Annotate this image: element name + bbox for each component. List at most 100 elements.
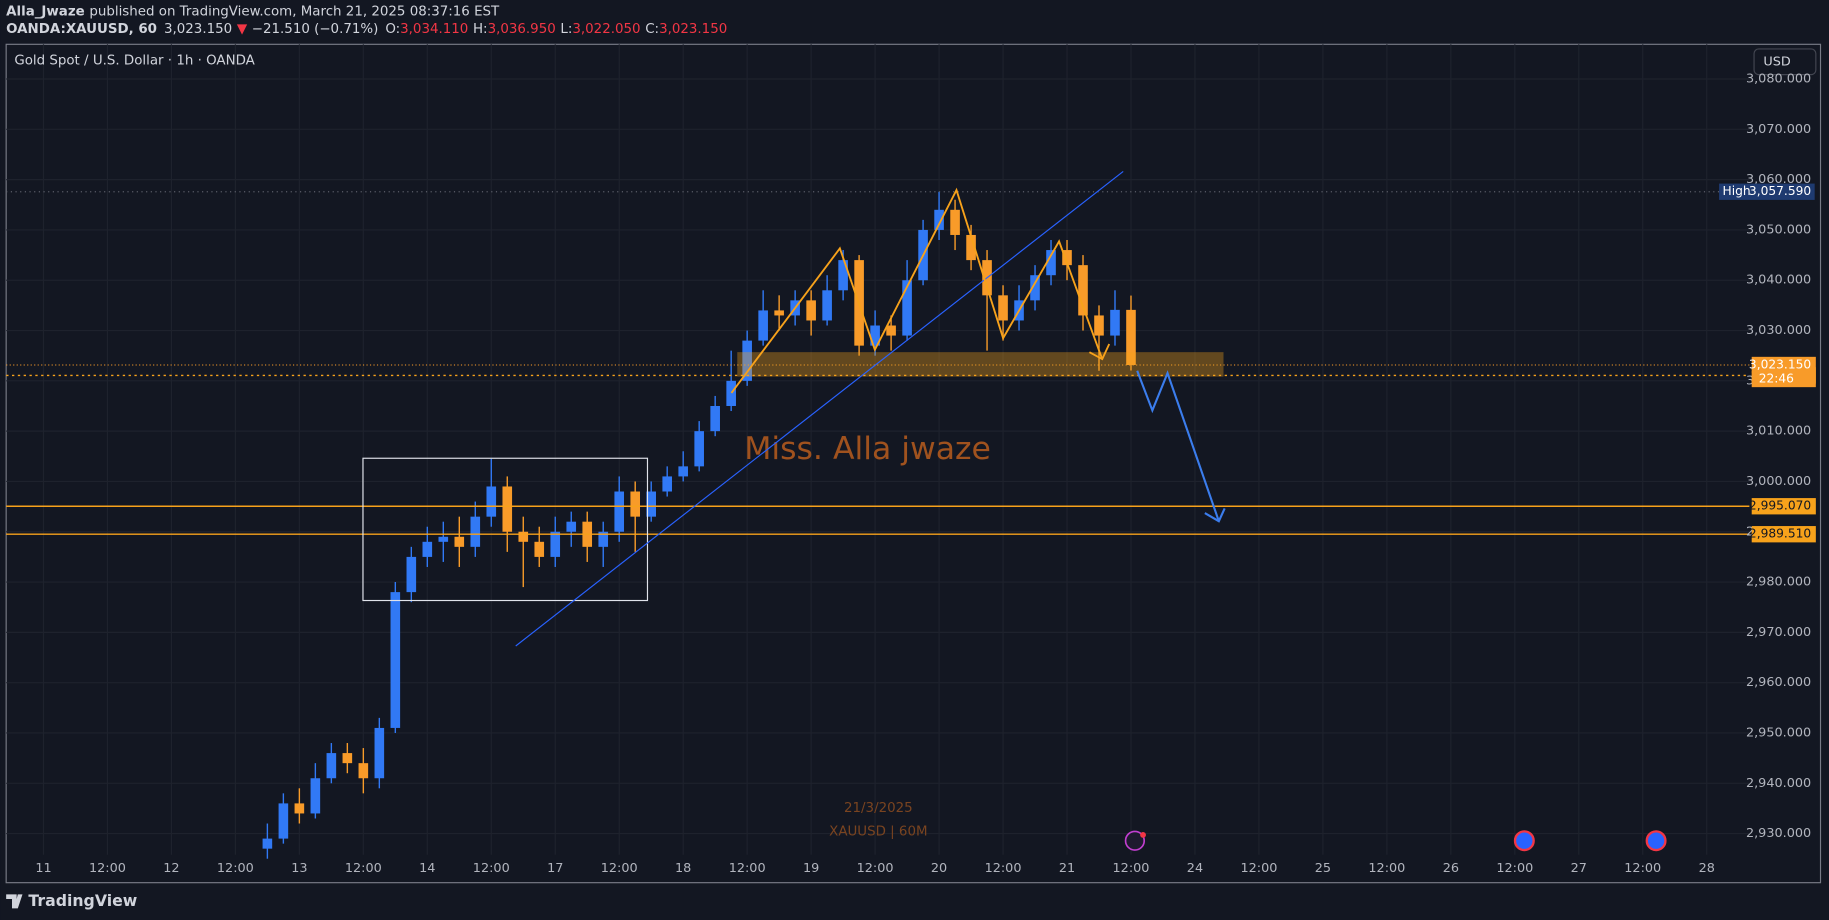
pane-frame (5, 43, 1822, 884)
candle-body (774, 310, 784, 316)
event-icon[interactable] (1645, 830, 1667, 852)
y-tick-label: 3,060.000 (1746, 172, 1811, 187)
ohlc-value: 3,022.050 (572, 22, 640, 37)
level-tag-box (1751, 498, 1816, 515)
high-tag-box (1719, 183, 1815, 200)
ohlc-key: O: (385, 22, 400, 37)
trend-line (515, 170, 1124, 647)
x-tick-label: 18 (675, 861, 691, 876)
ohlc-value: 3,036.950 (488, 22, 556, 37)
x-tick-label: 12:00 (1240, 861, 1277, 876)
x-tick-label: 12:00 (217, 861, 254, 876)
ohlc-key: H: (473, 22, 488, 37)
event-icon[interactable] (1124, 830, 1146, 851)
x-tick-label: 21 (1059, 861, 1075, 876)
projection-line (1136, 370, 1220, 522)
chart-title: Gold Spot / U.S. Dollar · 1h · OANDA (14, 54, 255, 69)
candle-body (486, 486, 497, 517)
candle-body (598, 531, 609, 547)
x-tick-label: 24 (1187, 861, 1203, 876)
x-tick-label: 26 (1443, 861, 1459, 876)
x-tick-label: 12:00 (857, 861, 894, 876)
candle-body (726, 380, 736, 406)
y-tick-label: 3,040.000 (1746, 273, 1811, 288)
x-tick-label: 12 (163, 861, 179, 876)
level-label: 2,989.510 (1749, 527, 1811, 541)
x-tick-label: 12:00 (473, 861, 510, 876)
y-tick-label: 2,930.000 (1746, 826, 1811, 841)
level-tag-box (1751, 526, 1816, 543)
candle-body (534, 541, 545, 557)
candle-body (758, 310, 768, 341)
candle-body (1110, 309, 1120, 336)
candle-body (390, 592, 401, 728)
countdown: 22:46 (1759, 371, 1794, 385)
y-tick-label: 2,970.000 (1746, 625, 1811, 640)
x-tick-label: 14 (419, 861, 435, 876)
ohlc-key: L: (560, 22, 572, 37)
x-tick-label: 25 (1315, 861, 1331, 876)
date-stamp: 21/3/2025 (844, 801, 913, 816)
candle-body (566, 521, 577, 532)
pattern-line (730, 187, 1104, 394)
symbol-stamp: XAUUSD | 60M (829, 824, 927, 839)
y-tick-label: 2,940.000 (1746, 776, 1811, 791)
event-icon[interactable] (1513, 830, 1535, 852)
level-label: 2,995.070 (1749, 499, 1811, 513)
currency-button[interactable] (1753, 48, 1817, 76)
change: −21.510 (−0.71%) (252, 22, 379, 37)
candle-body (950, 209, 960, 235)
price: 3,023.150 (164, 22, 232, 37)
candle-body (694, 431, 704, 467)
currency: USD (1763, 54, 1791, 69)
author: Alla_Jwaze (6, 5, 85, 20)
x-tick-label: 11 (35, 861, 51, 876)
candle-body (1030, 275, 1040, 301)
candle-body (838, 260, 848, 291)
candle-body (934, 209, 944, 230)
candle-body (470, 516, 481, 547)
x-tick-label: 12:00 (601, 861, 638, 876)
candle-body (374, 727, 385, 779)
x-tick-label: 12:00 (1624, 861, 1661, 876)
candle-body (454, 536, 465, 547)
x-tick-label: 28 (1699, 861, 1715, 876)
x-tick-label: 19 (803, 861, 819, 876)
candle-body (422, 541, 433, 557)
y-tick-label: 2,960.000 (1746, 675, 1811, 690)
candle-body (358, 763, 369, 779)
arrow: ▼ (237, 22, 248, 37)
candle-body (870, 325, 880, 346)
candle-body (342, 753, 353, 764)
y-tick-label: 3,070.000 (1746, 122, 1811, 137)
candle-body (262, 838, 273, 849)
y-tick-label: 3,000.000 (1746, 474, 1811, 489)
candle-body (710, 405, 720, 432)
y-tick-label: 3,010.000 (1746, 424, 1811, 439)
event-dot (1140, 831, 1146, 838)
ohlc-value: 3,023.150 (659, 22, 727, 37)
candle-body (886, 325, 896, 336)
support-zone (737, 352, 1224, 377)
projection-arrow (1204, 507, 1226, 523)
pattern-arrow (1088, 343, 1111, 361)
publish-line: Alla_Jwaze published on TradingView.com, … (6, 5, 500, 20)
symbol-line: OANDA:XAUUSD, 60 3,023.150 ▼ −21.510 (−0.71… (6, 22, 727, 37)
y-tick-label: 3,030.000 (1746, 323, 1811, 338)
y-tick-label: 2,950.000 (1746, 725, 1811, 740)
ohlc-key: C: (645, 22, 659, 37)
candle-body (646, 491, 657, 517)
candle-body (294, 803, 305, 814)
candle-body (438, 536, 449, 542)
x-tick-label: 12:00 (1113, 861, 1150, 876)
candle-body (1078, 265, 1088, 316)
candle-body (806, 300, 816, 321)
candle-body (502, 486, 513, 532)
x-tick-label: 27 (1571, 861, 1587, 876)
candle-body (822, 290, 832, 321)
x-tick-label: 20 (931, 861, 947, 876)
x-tick-label: 12:00 (89, 861, 126, 876)
candle-body (406, 556, 417, 593)
